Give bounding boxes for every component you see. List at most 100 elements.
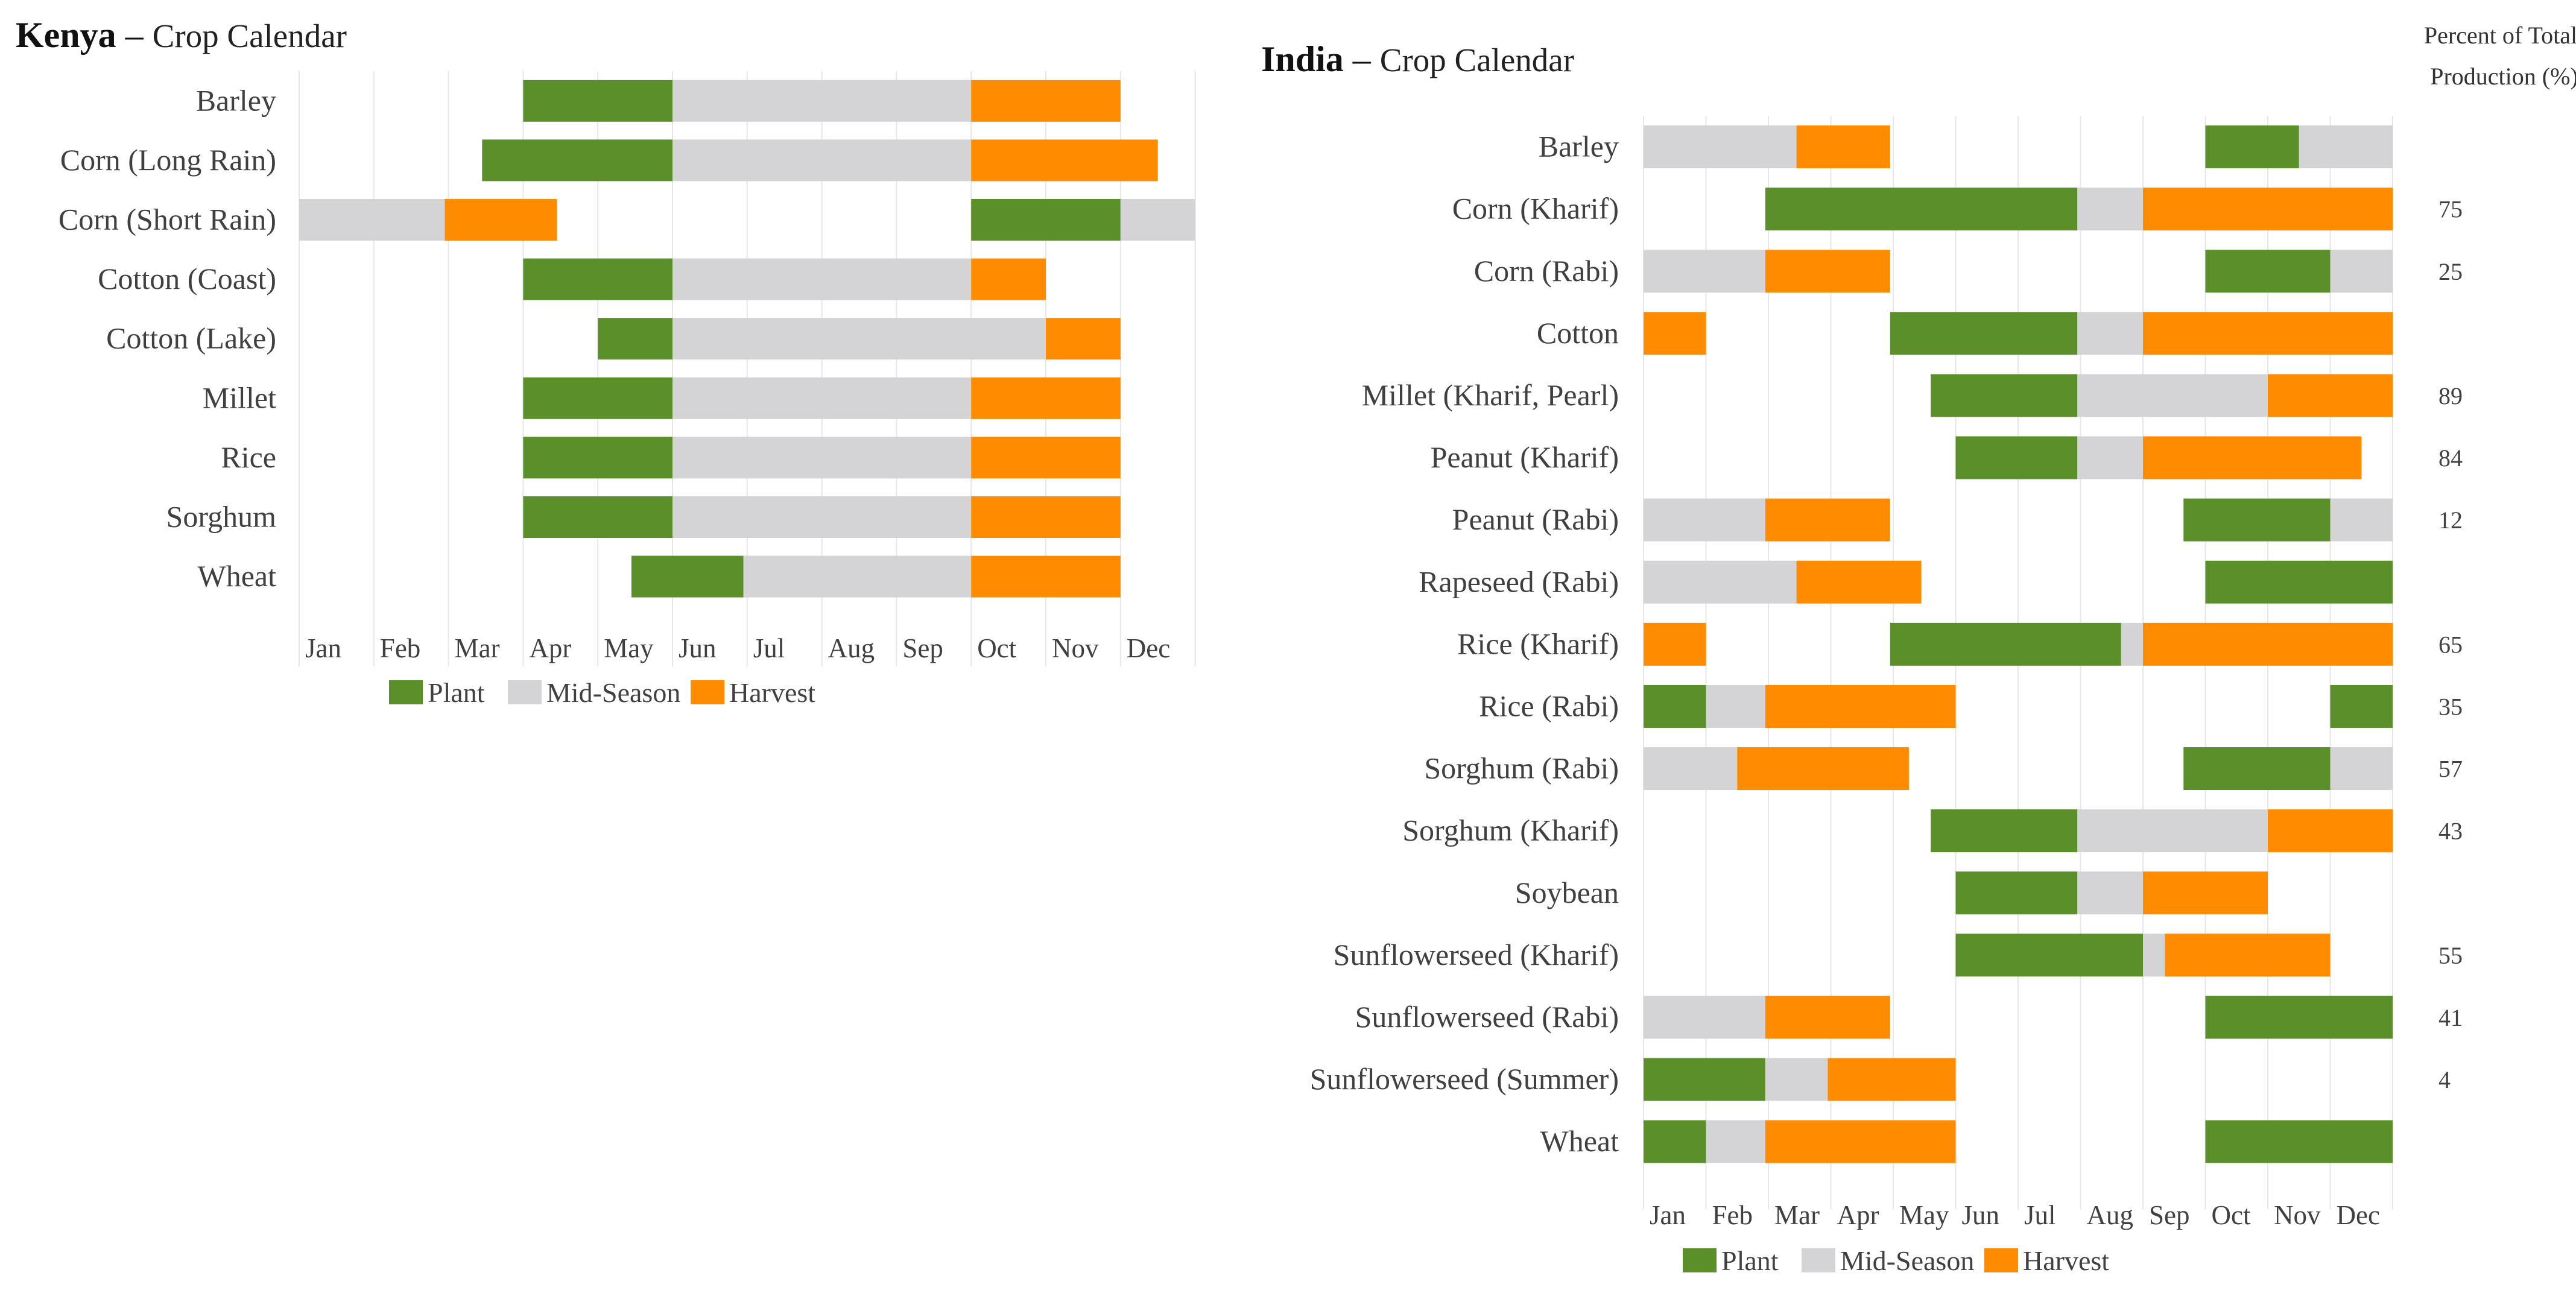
india-legend-label-mid: Mid-Season — [1840, 1245, 1974, 1276]
kenya-bar-wheat-plant — [631, 556, 744, 598]
india-bar-rice-kharif-mid — [2121, 623, 2143, 666]
india-bar-barley-plant — [2206, 125, 2299, 168]
kenya-bar-barley-mid — [672, 80, 971, 122]
india-row-label-rapeseed-rabi: Rapeseed (Rabi) — [1419, 564, 1619, 598]
india-bar-barley-harvest — [1797, 125, 1890, 168]
india-crop-calendar-chart: India – Crop Calendar Percent of Total P… — [1261, 0, 2576, 1308]
india-bar-sunflowerseed-rabi-harvest — [1765, 996, 1890, 1038]
india-bar-rice-kharif-plant — [1890, 623, 2121, 666]
india-row-label-peanut-rabi: Peanut (Rabi) — [1452, 502, 1619, 536]
india-bar-corn-kharif-harvest — [2143, 188, 2393, 230]
india-bar-cotton-harvest — [2143, 312, 2393, 355]
kenya-legend-label-mid: Mid-Season — [546, 677, 680, 708]
india-percent-sunflowerseed-kharif: 55 — [2438, 942, 2463, 969]
kenya-row-label-corn-long-rain: Corn (Long Rain) — [60, 143, 276, 177]
india-bar-millet-kharif-pearl-plant — [1931, 374, 2077, 417]
india-bar-sunflowerseed-kharif-harvest — [2165, 934, 2330, 976]
india-legend-label-plant: Plant — [1721, 1245, 1779, 1276]
kenya-tick-jul: Jul — [753, 633, 785, 663]
india-row-label-sunflowerseed-summer: Sunflowerseed (Summer) — [1310, 1062, 1619, 1096]
kenya-bar-millet-harvest — [971, 378, 1121, 419]
india-tick-jan: Jan — [1650, 1200, 1686, 1230]
india-title-separator: – — [1344, 39, 1380, 79]
kenya-bar-barley-harvest — [971, 80, 1121, 122]
india-percent-sunflowerseed-rabi: 41 — [2438, 1004, 2463, 1031]
india-row-label-sunflowerseed-rabi: Sunflowerseed (Rabi) — [1355, 1000, 1619, 1034]
india-bar-barley-mid — [1644, 125, 1797, 168]
kenya-legend-swatch-harvest — [691, 680, 724, 704]
kenya-bar-barley-plant — [523, 80, 672, 122]
india-bar-corn-rabi-mid — [2331, 250, 2393, 292]
kenya-bar-corn-long-rain-plant — [482, 139, 672, 181]
india-bar-peanut-rabi-mid — [2331, 499, 2393, 542]
kenya-bars — [299, 80, 1195, 598]
kenya-bar-millet-plant — [523, 378, 672, 419]
kenya-bar-cotton-lake-mid — [672, 318, 1046, 359]
india-bar-peanut-rabi-harvest — [1765, 499, 1890, 542]
kenya-row-labels: Barley Corn (Long Rain) Corn (Short Rain) C… — [59, 83, 276, 593]
india-row-label-sunflowerseed-kharif: Sunflowerseed (Kharif) — [1334, 938, 1619, 972]
india-bar-cotton-plant — [1890, 312, 2078, 355]
kenya-legend-swatch-mid — [508, 680, 542, 704]
kenya-bar-wheat-harvest — [971, 556, 1121, 598]
india-bar-peanut-kharif-harvest — [2143, 437, 2361, 479]
kenya-tick-dec: Dec — [1127, 633, 1170, 663]
kenya-bar-rice-harvest — [971, 437, 1121, 478]
kenya-bar-wheat-mid — [744, 556, 972, 598]
kenya-bar-cotton-coast-mid — [672, 259, 971, 300]
kenya-row-label-barley: Barley — [196, 83, 276, 117]
kenya-bar-sorghum-mid — [672, 496, 971, 538]
india-legend-swatch-mid — [1802, 1248, 1835, 1272]
kenya-chart-title: Kenya – Crop Calendar — [16, 15, 347, 55]
india-title-subtitle: Crop Calendar — [1380, 42, 1574, 78]
kenya-title-country: Kenya — [16, 15, 116, 55]
kenya-bar-cotton-coast-harvest — [971, 259, 1046, 300]
kenya-bar-sorghum-harvest — [971, 496, 1121, 538]
india-row-label-rice-kharif: Rice (Kharif) — [1457, 627, 1619, 660]
kenya-row-label-cotton-lake: Cotton (Lake) — [106, 321, 276, 355]
kenya-tick-nov: Nov — [1052, 633, 1099, 663]
india-bar-corn-kharif-mid — [2077, 188, 2143, 230]
india-row-label-soybean: Soybean — [1515, 876, 1619, 909]
kenya-row-label-cotton-coast: Cotton (Coast) — [98, 262, 276, 295]
kenya-row-label-millet: Millet — [203, 381, 276, 414]
india-legend-swatch-harvest — [1984, 1248, 2018, 1272]
india-percent-rice-rabi: 35 — [2438, 693, 2463, 720]
india-row-label-rice-rabi: Rice (Rabi) — [1479, 689, 1619, 722]
india-tick-jun: Jun — [1962, 1200, 2000, 1230]
india-percent-corn-kharif: 75 — [2438, 196, 2463, 223]
india-bar-soybean-plant — [1956, 871, 2078, 914]
india-tick-feb: Feb — [1712, 1200, 1753, 1230]
india-bar-wheat-mid — [1706, 1120, 1765, 1163]
india-row-label-millet-kharif-pearl: Millet (Kharif, Pearl) — [1362, 378, 1619, 412]
india-bar-soybean-harvest — [2143, 871, 2268, 914]
india-row-label-corn-kharif: Corn (Kharif) — [1452, 192, 1619, 226]
kenya-bar-millet-mid — [672, 378, 971, 419]
india-tick-sep: Sep — [2149, 1200, 2190, 1230]
india-bar-rapeseed-rabi-harvest — [1797, 561, 1922, 604]
india-bar-wheat-harvest — [1765, 1120, 1956, 1163]
india-bar-sorghum-kharif-plant — [1931, 809, 2077, 852]
india-bar-rice-rabi-plant — [2331, 685, 2393, 728]
india-chart-title: India – Crop Calendar — [1261, 39, 1574, 79]
india-bar-sorghum-rabi-mid — [1644, 747, 1737, 790]
india-percent-sorghum-rabi: 57 — [2438, 756, 2463, 783]
india-bar-sunflowerseed-summer-plant — [1644, 1058, 1765, 1101]
india-tick-aug: Aug — [2087, 1200, 2134, 1230]
kenya-bar-corn-short-rain-plant — [971, 199, 1121, 241]
india-row-label-peanut-kharif: Peanut (Kharif) — [1431, 440, 1619, 474]
india-bar-sunflowerseed-kharif-plant — [1956, 934, 2144, 976]
kenya-tick-jan: Jan — [305, 633, 341, 663]
india-bar-cotton-mid — [2077, 312, 2143, 355]
kenya-legend: Plant Mid-Season Harvest — [389, 677, 815, 708]
india-percent-sunflowerseed-summer: 4 — [2438, 1066, 2451, 1093]
india-bar-sorghum-rabi-mid — [2331, 747, 2393, 790]
india-row-label-sorghum-rabi: Sorghum (Rabi) — [1424, 751, 1619, 785]
india-tick-apr: Apr — [1837, 1200, 1879, 1230]
india-bar-peanut-kharif-plant — [1956, 437, 2078, 479]
india-bar-rapeseed-rabi-plant — [2206, 561, 2393, 604]
india-bar-sunflowerseed-rabi-mid — [1644, 996, 1765, 1038]
india-row-label-sorghum-kharif: Sorghum (Kharif) — [1402, 814, 1619, 847]
india-bar-wheat-plant — [1644, 1120, 1706, 1163]
kenya-row-label-rice: Rice — [221, 440, 276, 474]
